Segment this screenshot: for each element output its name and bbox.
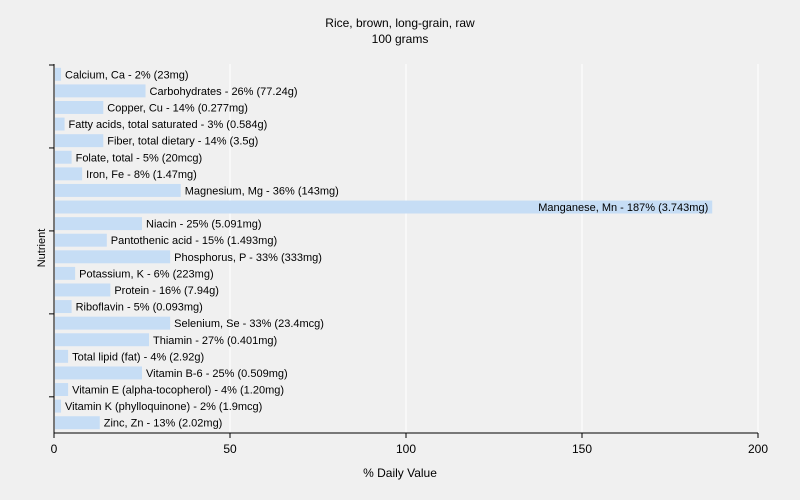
bar-label: Zinc, Zn - 13% (2.02mg)	[104, 418, 223, 430]
bar-label: Carbohydrates - 26% (77.24g)	[150, 86, 298, 98]
x-tick-label: 50	[223, 442, 237, 456]
bar	[55, 217, 142, 231]
bar-label: Copper, Cu - 14% (0.277mg)	[107, 102, 248, 114]
bar	[55, 101, 104, 114]
bar-label: Total lipid (fat) - 4% (2.92g)	[72, 351, 204, 363]
bar	[55, 349, 69, 363]
bar-label: Iron, Fe - 8% (1.47mg)	[86, 169, 197, 181]
bar-label: Calcium, Ca - 2% (23mg)	[65, 69, 188, 81]
bar-label: Fiber, total dietary - 14% (3.5g)	[107, 136, 258, 148]
bar	[55, 84, 146, 98]
y-axis-label: Nutrient	[36, 228, 48, 268]
bar-label: Protein - 16% (7.94g)	[114, 285, 219, 297]
bar	[55, 283, 111, 297]
bar	[55, 117, 65, 131]
x-tick-label: 150	[572, 442, 592, 456]
bar-label: Pantothenic acid - 15% (1.493mg)	[111, 235, 277, 247]
bar	[55, 399, 62, 413]
bar	[55, 366, 142, 380]
bar	[55, 183, 181, 197]
bar-label: Vitamin K (phylloquinone) - 2% (1.9mcg)	[65, 401, 262, 413]
bar-label: Folate, total - 5% (20mcg)	[76, 152, 203, 164]
bar-label: Magnesium, Mg - 36% (143mg)	[185, 185, 339, 197]
bar	[55, 383, 69, 396]
chart-title: Rice, brown, long-grain, raw	[325, 16, 475, 30]
bar-label: Selenium, Se - 33% (23.4mcg)	[174, 318, 324, 330]
bar	[55, 167, 83, 181]
bar-label: Vitamin B-6 - 25% (0.509mg)	[146, 368, 288, 380]
bar-label: Niacin - 25% (5.091mg)	[146, 219, 262, 231]
bar	[55, 333, 150, 347]
bar	[55, 200, 713, 214]
grid-lines	[229, 64, 759, 433]
bar-label: Vitamin E (alpha-tocopherol) - 4% (1.20m…	[72, 385, 284, 397]
bars: Calcium, Ca - 2% (23mg) Carbohydrates - 2…	[55, 67, 713, 430]
bar	[55, 233, 107, 247]
x-tick-label: 200	[748, 442, 768, 456]
bar-label: Potassium, K - 6% (223mg)	[79, 268, 214, 280]
axes: 0 50 100 150 200	[49, 64, 768, 456]
bar-label: Thiamin - 27% (0.401mg)	[153, 335, 277, 347]
bar-label: Riboflavin - 5% (0.093mg)	[76, 302, 203, 314]
bar	[55, 266, 76, 280]
bar	[55, 150, 72, 164]
bar	[55, 300, 72, 314]
chart-subtitle: 100 grams	[371, 32, 429, 46]
bar-label: Phosphorus, P - 33% (333mg)	[174, 252, 322, 264]
bar	[55, 416, 100, 430]
bar-label: Fatty acids, total saturated - 3% (0.584…	[69, 119, 268, 131]
x-axis-label: % Daily Value	[363, 466, 437, 480]
bar	[55, 316, 171, 330]
x-tick-label: 0	[51, 442, 58, 456]
x-tick-label: 100	[396, 442, 416, 456]
bar-label: Manganese, Mn - 187% (3.743mg)	[538, 202, 708, 214]
bar	[55, 250, 171, 264]
bar	[55, 134, 104, 148]
bar	[55, 67, 62, 81]
